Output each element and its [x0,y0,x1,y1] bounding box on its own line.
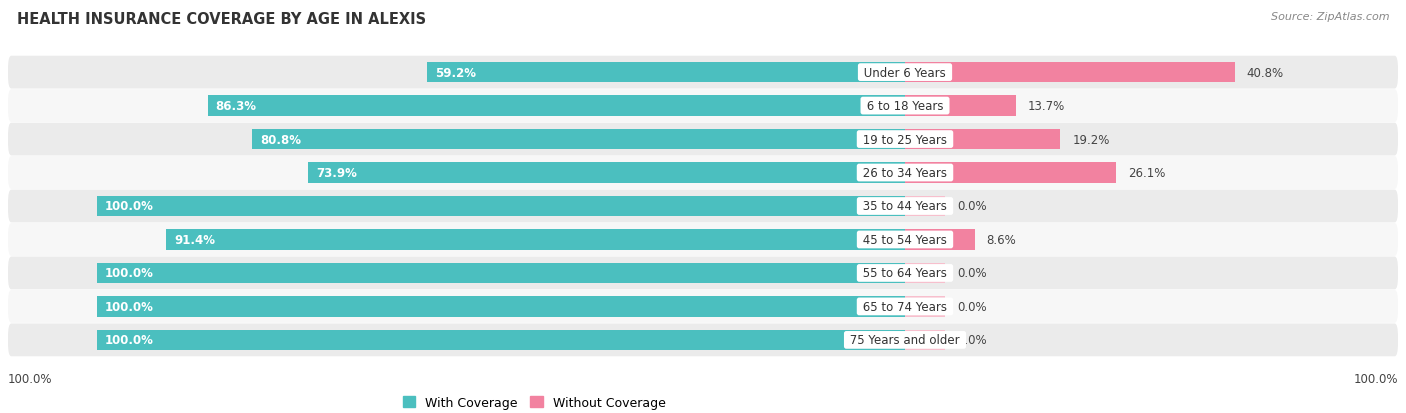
FancyBboxPatch shape [8,290,1398,323]
Text: 19 to 25 Years: 19 to 25 Years [859,133,950,146]
Text: Under 6 Years: Under 6 Years [860,66,950,79]
FancyBboxPatch shape [8,57,1398,89]
FancyBboxPatch shape [8,223,1398,256]
Text: 35 to 44 Years: 35 to 44 Years [859,200,950,213]
FancyBboxPatch shape [8,90,1398,123]
Bar [426,63,905,83]
Text: 65 to 74 Years: 65 to 74 Years [859,300,950,313]
Text: 0.0%: 0.0% [957,267,987,280]
Text: 100.0%: 100.0% [8,372,52,385]
Bar [905,96,1015,117]
Text: 100.0%: 100.0% [105,300,153,313]
Text: 59.2%: 59.2% [434,66,475,79]
Bar [208,96,905,117]
Bar [97,296,905,317]
Bar [97,330,905,350]
Text: 40.8%: 40.8% [1247,66,1284,79]
FancyBboxPatch shape [8,190,1398,223]
Bar [905,196,945,217]
Bar [905,163,1116,183]
Text: 26 to 34 Years: 26 to 34 Years [859,166,950,180]
FancyBboxPatch shape [8,123,1398,156]
Bar [252,129,905,150]
Text: 75 Years and older: 75 Years and older [846,334,963,347]
Text: 0.0%: 0.0% [957,200,987,213]
FancyBboxPatch shape [8,257,1398,290]
Text: 0.0%: 0.0% [957,300,987,313]
Text: 19.2%: 19.2% [1073,133,1109,146]
Bar [905,129,1060,150]
FancyBboxPatch shape [8,157,1398,190]
FancyBboxPatch shape [8,324,1398,356]
Text: 8.6%: 8.6% [987,233,1017,247]
Text: 6 to 18 Years: 6 to 18 Years [863,100,948,113]
Text: 100.0%: 100.0% [105,334,153,347]
Text: 91.4%: 91.4% [174,233,215,247]
Text: 0.0%: 0.0% [957,334,987,347]
Text: 86.3%: 86.3% [215,100,257,113]
Text: 26.1%: 26.1% [1128,166,1166,180]
Bar [905,296,945,317]
Text: 80.8%: 80.8% [260,133,301,146]
Bar [905,330,945,350]
Bar [97,263,905,284]
Bar [905,63,1234,83]
Bar [308,163,905,183]
Text: 45 to 54 Years: 45 to 54 Years [859,233,950,247]
Legend: With Coverage, Without Coverage: With Coverage, Without Coverage [398,391,671,413]
Bar [905,263,945,284]
Text: Source: ZipAtlas.com: Source: ZipAtlas.com [1271,12,1389,22]
Text: 55 to 64 Years: 55 to 64 Years [859,267,950,280]
Bar [905,230,974,250]
Text: 100.0%: 100.0% [1354,372,1398,385]
Text: 100.0%: 100.0% [105,267,153,280]
Bar [166,230,905,250]
Text: HEALTH INSURANCE COVERAGE BY AGE IN ALEXIS: HEALTH INSURANCE COVERAGE BY AGE IN ALEX… [17,12,426,27]
Text: 13.7%: 13.7% [1028,100,1066,113]
Text: 73.9%: 73.9% [316,166,357,180]
Text: 100.0%: 100.0% [105,200,153,213]
Bar [97,196,905,217]
